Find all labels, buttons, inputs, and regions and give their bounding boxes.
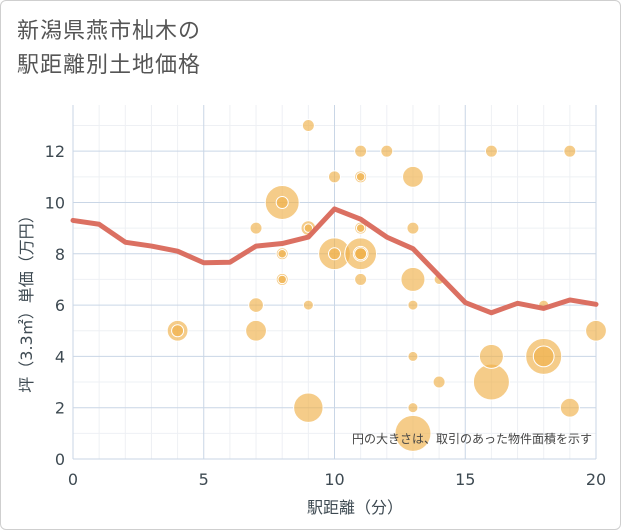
data-bubble	[303, 223, 314, 233]
y-tick-label: 10	[45, 193, 65, 212]
data-bubble	[275, 195, 289, 209]
data-bubble	[355, 172, 366, 182]
data-bubble	[245, 319, 267, 342]
data-bubble	[472, 363, 510, 401]
data-bubble	[407, 402, 419, 414]
data-bubble	[354, 144, 368, 158]
y-tick-label: 0	[55, 450, 65, 469]
data-bubble	[171, 324, 185, 338]
title-line-1: 新潟県燕市杣木の	[17, 19, 202, 44]
chart-title: 新潟県燕市杣木の 駅距離別土地価格	[17, 15, 201, 83]
data-bubble	[407, 299, 419, 311]
data-bubble	[532, 345, 555, 368]
data-bubble	[301, 119, 315, 133]
y-tick-label: 8	[55, 245, 65, 264]
y-tick-label: 2	[55, 399, 65, 418]
y-tick-label: 12	[45, 142, 65, 161]
data-bubble	[328, 170, 341, 184]
data-bubble	[407, 350, 419, 362]
x-tick-label: 5	[199, 470, 209, 489]
y-axis-label: 坪（3.3㎡）単価（万円）	[17, 207, 36, 392]
data-bubble	[277, 249, 287, 259]
x-tick-label: 20	[586, 470, 606, 489]
data-bubble	[402, 165, 424, 188]
trend-line-group	[70, 206, 599, 316]
grid-lines	[72, 105, 597, 460]
x-tick-label: 0	[68, 470, 78, 489]
x-tick-label: 15	[455, 470, 475, 489]
data-bubble	[355, 223, 366, 233]
data-bubble	[354, 247, 368, 261]
data-bubble	[400, 266, 426, 292]
data-bubble	[249, 221, 263, 235]
size-legend-note: 円の大きさは、取引のあった物件面積を示す	[352, 431, 592, 446]
data-bubble	[248, 297, 264, 313]
data-bubble	[354, 272, 368, 286]
data-bubble	[585, 319, 607, 342]
tick-labels: 0 5 10 15 20 0 2 4 6 8 10 12	[45, 142, 607, 489]
y-tick-label: 4	[55, 347, 65, 366]
y-tick-label: 6	[55, 296, 65, 315]
data-bubble	[380, 144, 394, 158]
data-bubble	[559, 397, 580, 418]
data-bubble	[432, 375, 446, 389]
data-bubble	[406, 221, 420, 235]
data-bubble	[302, 299, 314, 311]
data-bubble	[484, 144, 498, 158]
x-tick-label: 10	[324, 470, 344, 489]
data-bubble	[394, 414, 432, 452]
data-bubble	[328, 247, 341, 261]
x-axis-label: 駅距離（分）	[307, 498, 403, 517]
title-line-2: 駅距離別土地価格	[17, 53, 202, 78]
data-bubble	[563, 144, 577, 158]
data-bubble	[478, 343, 504, 369]
data-bubble	[293, 392, 324, 423]
data-bubble	[277, 274, 287, 285]
trend-line	[70, 206, 599, 316]
